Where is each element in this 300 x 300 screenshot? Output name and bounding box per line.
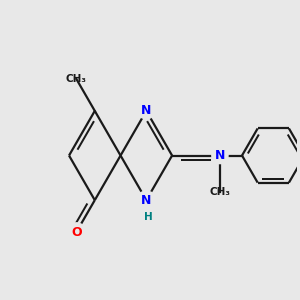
Circle shape bbox=[138, 103, 154, 119]
Circle shape bbox=[137, 191, 155, 209]
Text: O: O bbox=[71, 226, 82, 238]
Text: N: N bbox=[215, 149, 225, 162]
Text: N: N bbox=[141, 194, 152, 207]
Text: H: H bbox=[144, 212, 152, 222]
Circle shape bbox=[67, 223, 86, 241]
Text: CH₃: CH₃ bbox=[209, 187, 230, 197]
Circle shape bbox=[212, 147, 228, 164]
Text: N: N bbox=[141, 104, 152, 117]
Text: CH₃: CH₃ bbox=[66, 74, 87, 84]
